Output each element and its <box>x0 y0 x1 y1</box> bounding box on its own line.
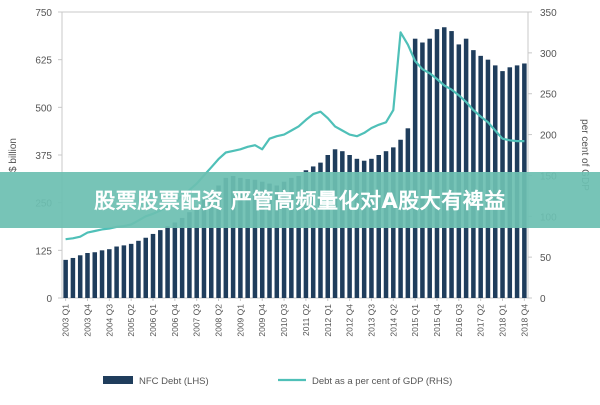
bar <box>449 31 454 299</box>
x-tick-label: 2014 Q2 <box>388 304 398 337</box>
bar <box>150 233 156 298</box>
x-tick-label: 2016 Q3 <box>454 304 464 337</box>
bar <box>318 162 323 298</box>
bar <box>442 27 447 299</box>
legend-swatch-bar <box>103 376 133 384</box>
x-tick-label: 2010 Q3 <box>279 304 289 337</box>
bar <box>274 185 280 298</box>
x-tick-label: 2007 Q3 <box>192 304 202 337</box>
y-left-tick-label: 375 <box>35 151 52 162</box>
bar <box>281 181 287 298</box>
bar <box>238 177 243 298</box>
bar <box>412 38 418 299</box>
bar <box>223 177 229 298</box>
x-tick-label: 2017 Q2 <box>476 304 486 337</box>
bar <box>158 230 163 298</box>
x-tick-label: 2003 Q1 <box>61 304 71 337</box>
legend-label-line: Debt as a per cent of GDP (RHS) <box>312 376 452 387</box>
bar <box>456 44 462 299</box>
y-left-tick-label: 625 <box>35 56 52 67</box>
y-right-axis-label: per cent of GDP <box>579 119 590 191</box>
bar <box>165 226 170 298</box>
bar <box>434 29 440 298</box>
y-right-tick-label: 300 <box>540 49 557 60</box>
x-tick-label: 2006 Q1 <box>148 304 158 337</box>
bar <box>310 166 316 298</box>
y-right-tick-label: 350 <box>540 8 557 19</box>
bar <box>303 170 309 298</box>
bar <box>194 206 199 298</box>
bar <box>92 252 98 298</box>
x-tick-label: 2018 Q1 <box>498 304 508 337</box>
x-tick-label: 2012 Q1 <box>323 304 333 337</box>
y-right-tick-label: 0 <box>540 294 546 305</box>
y-left-tick-label: 125 <box>35 246 52 257</box>
overlay-banner: 股票股票配资 严管高频量化对A股大有裨益 <box>0 172 600 228</box>
y-right-tick-label: 50 <box>540 253 552 264</box>
x-tick-label: 2011 Q2 <box>301 304 311 336</box>
bar <box>427 38 432 299</box>
y-left-axis-label: $ billion <box>8 138 19 172</box>
bar <box>420 42 425 298</box>
x-tick-label: 2005 Q2 <box>126 304 136 337</box>
bar <box>179 217 185 298</box>
bar <box>267 183 272 298</box>
bar <box>209 193 214 298</box>
bar <box>354 158 360 298</box>
legend-label-bar: NFC Debt (LHS) <box>139 376 209 387</box>
x-tick-label: 2009 Q1 <box>235 304 245 337</box>
bar <box>230 175 236 298</box>
x-tick-label: 2015 Q1 <box>410 304 420 337</box>
x-tick-label: 2004 Q3 <box>104 304 114 337</box>
bar <box>136 240 141 298</box>
bar <box>201 199 207 298</box>
y-left-tick-label: 750 <box>35 8 52 19</box>
bar <box>361 160 367 298</box>
bar <box>114 246 119 298</box>
x-tick-label: 2008 Q2 <box>214 304 224 337</box>
bar <box>463 38 469 299</box>
y-left-tick-label: 0 <box>46 294 52 305</box>
bar <box>99 250 105 298</box>
bar <box>107 249 112 298</box>
x-tick-label: 2003 Q4 <box>82 304 92 337</box>
bar <box>63 259 68 298</box>
x-tick-label: 2006 Q4 <box>170 304 180 337</box>
bar <box>296 175 301 298</box>
bar <box>77 255 83 298</box>
bar <box>121 245 127 298</box>
x-tick-label: 2015 Q4 <box>432 304 442 337</box>
bar <box>252 179 258 298</box>
banner-text: 股票股票配资 严管高频量化对A股大有裨益 <box>94 189 506 213</box>
bar <box>369 158 374 298</box>
bar <box>187 212 192 298</box>
bar <box>85 253 90 298</box>
y-left-tick-label: 500 <box>35 103 52 114</box>
x-tick-label: 2009 Q4 <box>257 304 267 337</box>
y-right-tick-label: 250 <box>540 90 557 101</box>
bar <box>143 237 148 298</box>
x-tick-label: 2018 Q4 <box>519 304 529 337</box>
x-tick-label: 2013 Q3 <box>366 304 376 337</box>
bar <box>216 185 221 298</box>
bar <box>245 179 250 298</box>
bar <box>289 177 294 298</box>
bar <box>259 181 265 298</box>
bar <box>128 243 134 298</box>
x-tick-label: 2012 Q4 <box>345 304 355 337</box>
y-right-tick-label: 200 <box>540 131 557 142</box>
bar <box>172 222 178 298</box>
bar <box>70 257 76 298</box>
